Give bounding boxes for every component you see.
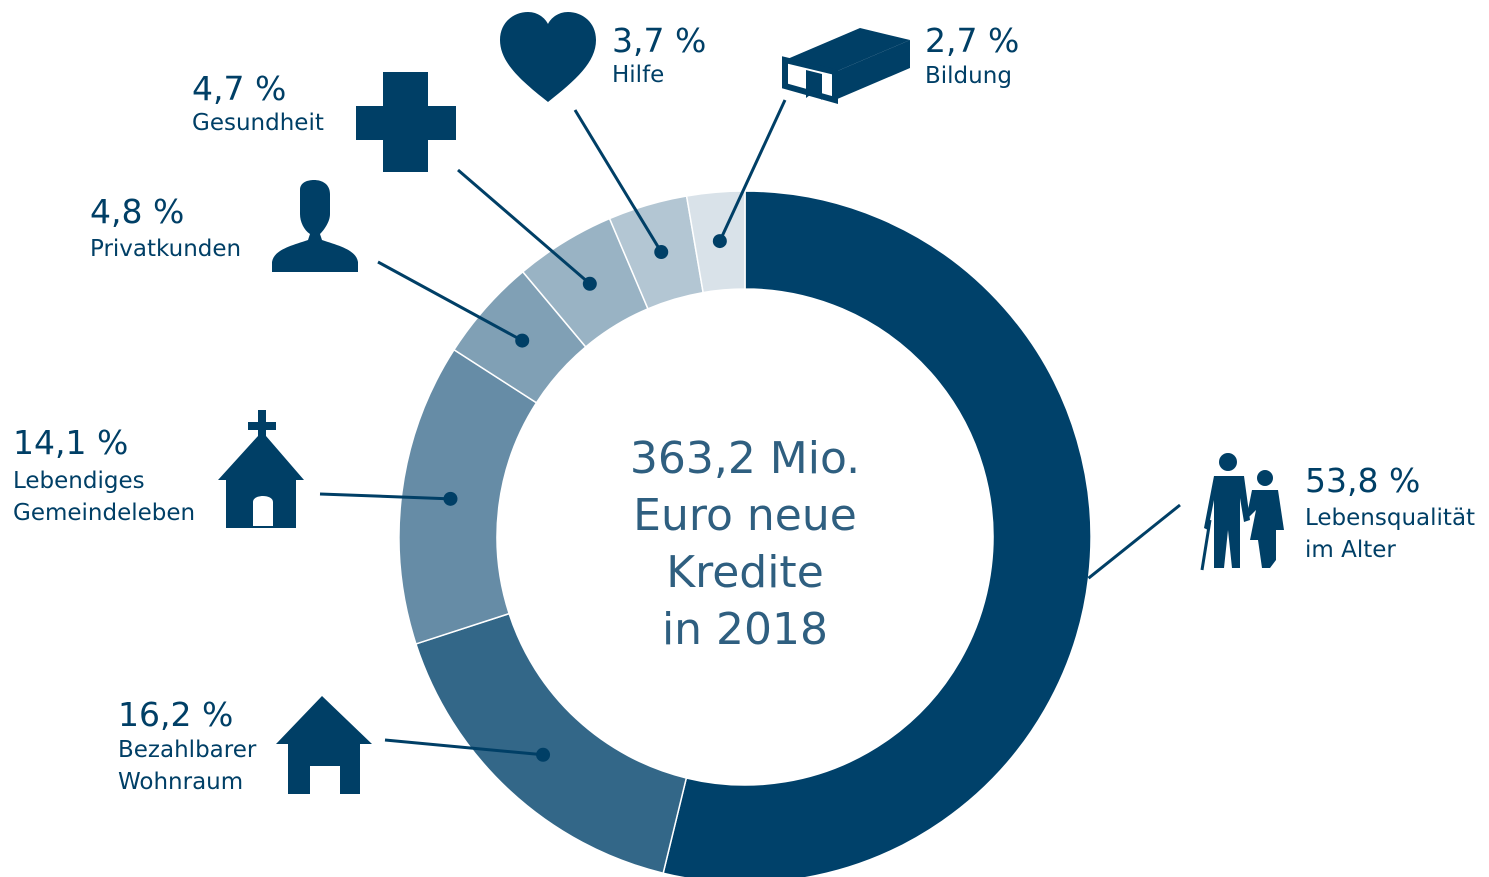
leader-dot bbox=[712, 234, 727, 249]
category-label: Gesundheit bbox=[192, 110, 324, 136]
leader-line bbox=[573, 109, 663, 253]
leader-dot bbox=[536, 747, 551, 762]
person-icon bbox=[272, 180, 358, 272]
category-label: Bezahlbarer Wohnraum bbox=[118, 737, 257, 795]
icons bbox=[218, 12, 1284, 794]
couple-icon bbox=[1200, 453, 1284, 571]
category-label: Hilfe bbox=[612, 62, 665, 88]
leader-line bbox=[718, 99, 787, 242]
value-label: 14,1 % bbox=[13, 423, 129, 462]
value-label: 2,7 % bbox=[925, 21, 1020, 60]
book-icon bbox=[782, 28, 910, 104]
leader-line bbox=[457, 168, 591, 285]
category-label: Lebensqualität im Alter bbox=[1305, 505, 1476, 563]
value-label: 4,7 % bbox=[192, 69, 287, 108]
value-label: 4,8 % bbox=[90, 192, 185, 231]
category-label: Privatkunden bbox=[90, 236, 242, 262]
leader-line bbox=[319, 492, 451, 501]
leader-dot bbox=[443, 491, 458, 506]
leader-dot bbox=[654, 245, 669, 260]
donut-segment bbox=[662, 190, 1092, 877]
value-label: 3,7 % bbox=[612, 21, 707, 60]
cross-icon bbox=[356, 72, 456, 172]
church-icon bbox=[218, 410, 304, 528]
category-label: Lebendiges Gemeindeleben bbox=[13, 468, 196, 526]
leader-line bbox=[377, 260, 523, 342]
leader-dot bbox=[515, 333, 530, 348]
house-icon bbox=[276, 696, 372, 794]
leader-line bbox=[1087, 503, 1181, 580]
heart-icon bbox=[500, 12, 596, 102]
category-label: Bildung bbox=[925, 63, 1012, 89]
value-label: 16,2 % bbox=[118, 695, 234, 734]
center-label: 363,2 Mio. Euro neue Kredite in 2018 bbox=[629, 433, 861, 655]
leader-dot bbox=[582, 276, 597, 291]
leader-line bbox=[384, 738, 544, 757]
value-label: 53,8 % bbox=[1305, 461, 1421, 500]
